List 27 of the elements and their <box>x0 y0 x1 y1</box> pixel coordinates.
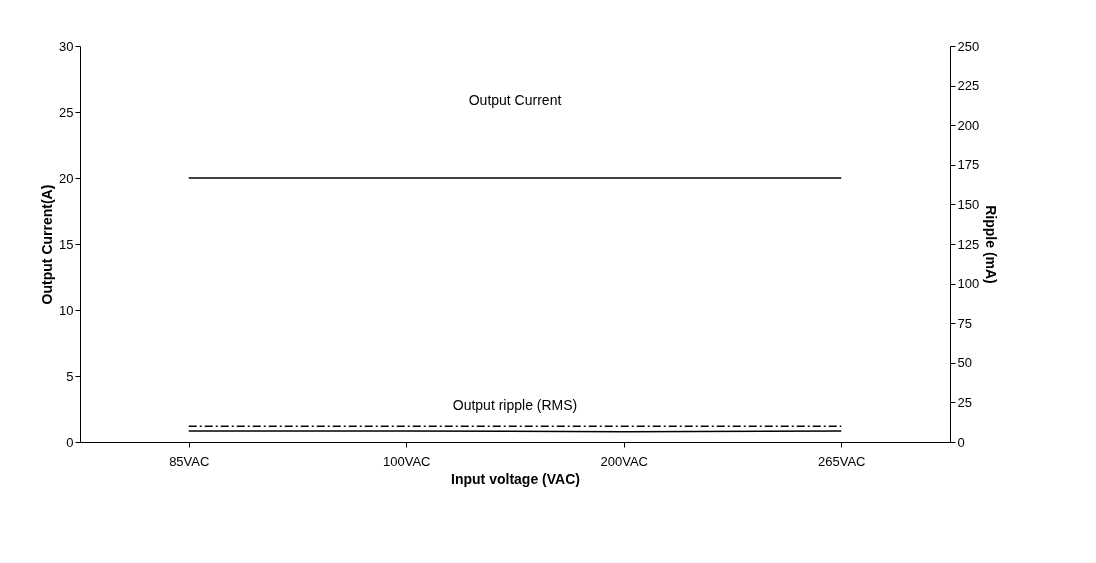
x-tick-label: 265VAC <box>818 453 866 469</box>
x-axis-title: Input voltage (VAC) <box>451 470 580 487</box>
y2-tick-label: 0 <box>957 434 965 450</box>
y-tick-label: 0 <box>66 434 74 450</box>
y-tick-label: 10 <box>59 302 74 318</box>
x-tick-label: 100VAC <box>383 453 431 469</box>
y2-tick-label: 50 <box>957 355 972 371</box>
y-axis-title: Output Current(A) <box>39 184 56 305</box>
y2-tick-label: 250 <box>957 38 980 54</box>
y2-tick-label: 200 <box>957 117 980 133</box>
y-tick-label: 15 <box>59 236 74 252</box>
y2-tick-label: 125 <box>957 236 980 252</box>
x-tick-label: 85VAC <box>169 453 210 469</box>
annotation: Output ripple (RMS) <box>452 397 578 414</box>
y2-tick-label: 100 <box>957 276 980 292</box>
y-tick-label: 5 <box>66 368 74 384</box>
y-tick-label: 30 <box>59 38 74 54</box>
y2-tick-label: 75 <box>957 315 972 331</box>
y-tick-label: 20 <box>59 170 74 186</box>
y2-tick-label: 225 <box>957 78 980 94</box>
y2-axis-title: Ripple (mA) <box>983 205 1000 284</box>
y2-tick-label: 25 <box>957 394 972 410</box>
y2-tick-label: 150 <box>957 196 980 212</box>
x-tick-label: 200VAC <box>600 453 648 469</box>
y-tick-label: 25 <box>59 104 74 120</box>
annotation: Output Current <box>468 92 562 109</box>
y2-tick-label: 175 <box>957 157 980 173</box>
